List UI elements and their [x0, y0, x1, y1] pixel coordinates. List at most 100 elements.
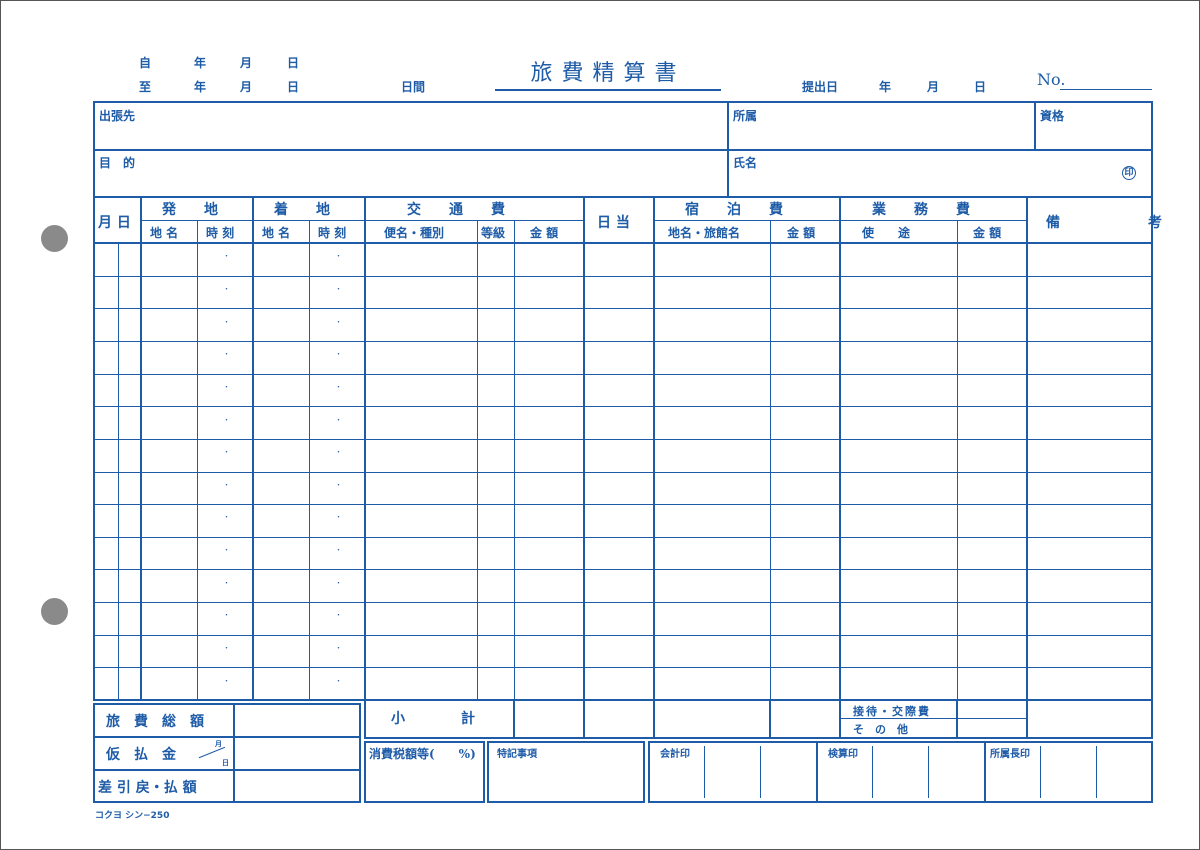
table-cell[interactable]	[957, 569, 1027, 602]
table-cell[interactable]	[770, 472, 840, 505]
table-cell[interactable]	[118, 243, 141, 276]
table-cell[interactable]	[118, 635, 141, 668]
table-cell[interactable]	[477, 406, 514, 439]
table-cell[interactable]	[253, 602, 309, 635]
table-cell[interactable]	[584, 374, 654, 407]
table-cell[interactable]	[1027, 569, 1152, 602]
special-notes-box[interactable]	[487, 741, 645, 803]
table-cell[interactable]	[141, 374, 197, 407]
table-cell[interactable]	[477, 504, 514, 537]
table-cell[interactable]	[584, 243, 654, 276]
table-cell[interactable]	[584, 341, 654, 374]
number-field[interactable]	[1060, 89, 1152, 90]
purpose-field[interactable]	[94, 151, 728, 196]
table-cell[interactable]	[253, 276, 309, 309]
table-cell[interactable]	[1027, 308, 1152, 341]
table-cell[interactable]	[94, 276, 118, 309]
table-cell[interactable]	[1027, 439, 1152, 472]
table-cell[interactable]	[770, 374, 840, 407]
table-cell[interactable]	[584, 569, 654, 602]
table-cell[interactable]	[584, 602, 654, 635]
table-cell[interactable]	[365, 406, 477, 439]
table-cell[interactable]	[477, 374, 514, 407]
table-cell[interactable]	[514, 276, 584, 309]
table-cell[interactable]	[840, 602, 957, 635]
table-cell[interactable]	[94, 243, 118, 276]
table-cell[interactable]	[365, 569, 477, 602]
table-cell[interactable]	[253, 439, 309, 472]
table-cell[interactable]	[840, 537, 957, 570]
table-cell[interactable]	[840, 569, 957, 602]
table-cell[interactable]	[477, 569, 514, 602]
table-cell[interactable]	[253, 243, 309, 276]
table-cell[interactable]	[840, 374, 957, 407]
table-cell[interactable]	[141, 667, 197, 700]
table-cell[interactable]	[94, 667, 118, 700]
table-cell[interactable]	[365, 667, 477, 700]
table-cell[interactable]	[1027, 276, 1152, 309]
table-cell[interactable]	[957, 406, 1027, 439]
table-cell[interactable]	[365, 341, 477, 374]
table-cell[interactable]	[141, 439, 197, 472]
table-cell[interactable]	[957, 472, 1027, 505]
table-cell[interactable]	[654, 602, 770, 635]
table-cell[interactable]	[94, 406, 118, 439]
table-cell[interactable]	[654, 635, 770, 668]
table-cell[interactable]	[1027, 635, 1152, 668]
table-cell[interactable]	[477, 602, 514, 635]
table-cell[interactable]	[770, 308, 840, 341]
table-cell[interactable]	[957, 374, 1027, 407]
table-cell[interactable]	[141, 341, 197, 374]
table-cell[interactable]	[1027, 602, 1152, 635]
table-cell[interactable]	[654, 569, 770, 602]
table-cell[interactable]	[94, 374, 118, 407]
table-cell[interactable]	[118, 276, 141, 309]
table-cell[interactable]	[840, 635, 957, 668]
table-cell[interactable]	[584, 635, 654, 668]
table-cell[interactable]	[770, 667, 840, 700]
table-cell[interactable]	[584, 667, 654, 700]
table-cell[interactable]	[514, 374, 584, 407]
table-cell[interactable]	[770, 243, 840, 276]
table-cell[interactable]	[957, 439, 1027, 472]
table-cell[interactable]	[514, 308, 584, 341]
table-cell[interactable]	[514, 243, 584, 276]
department-field[interactable]	[729, 102, 1034, 149]
table-cell[interactable]	[94, 635, 118, 668]
table-cell[interactable]	[118, 602, 141, 635]
table-cell[interactable]	[840, 341, 957, 374]
table-cell[interactable]	[1027, 537, 1152, 570]
table-cell[interactable]	[957, 667, 1027, 700]
table-cell[interactable]	[770, 406, 840, 439]
table-cell[interactable]	[957, 341, 1027, 374]
table-cell[interactable]	[654, 406, 770, 439]
table-cell[interactable]	[94, 341, 118, 374]
table-cell[interactable]	[654, 439, 770, 472]
table-cell[interactable]	[141, 406, 197, 439]
table-cell[interactable]	[253, 472, 309, 505]
table-cell[interactable]	[1027, 472, 1152, 505]
table-cell[interactable]	[1027, 341, 1152, 374]
table-cell[interactable]	[770, 504, 840, 537]
table-cell[interactable]	[365, 439, 477, 472]
table-cell[interactable]	[141, 569, 197, 602]
table-cell[interactable]	[840, 243, 957, 276]
table-cell[interactable]	[654, 504, 770, 537]
table-cell[interactable]	[94, 602, 118, 635]
table-cell[interactable]	[654, 374, 770, 407]
table-cell[interactable]	[118, 537, 141, 570]
table-cell[interactable]	[514, 472, 584, 505]
table-cell[interactable]	[253, 406, 309, 439]
destination-field[interactable]	[94, 102, 728, 149]
table-cell[interactable]	[514, 537, 584, 570]
table-cell[interactable]	[253, 341, 309, 374]
table-cell[interactable]	[957, 243, 1027, 276]
table-cell[interactable]	[141, 243, 197, 276]
table-cell[interactable]	[840, 504, 957, 537]
table-cell[interactable]	[118, 374, 141, 407]
table-cell[interactable]	[141, 537, 197, 570]
table-cell[interactable]	[840, 667, 957, 700]
table-cell[interactable]	[118, 341, 141, 374]
table-cell[interactable]	[253, 504, 309, 537]
table-cell[interactable]	[141, 276, 197, 309]
